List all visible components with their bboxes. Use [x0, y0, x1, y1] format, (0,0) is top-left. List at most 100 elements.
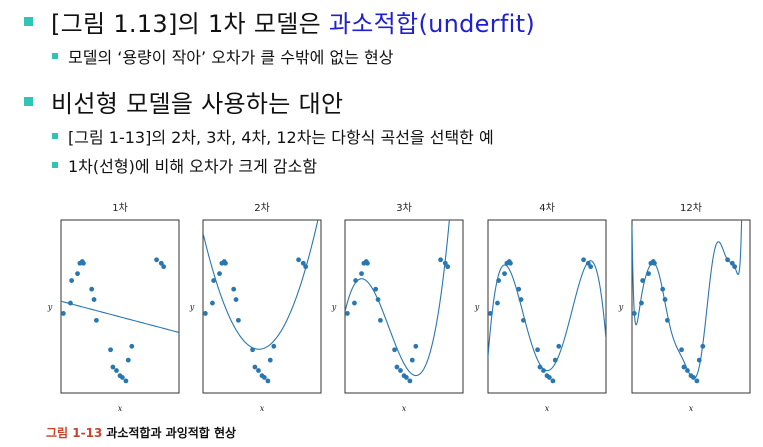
data-point: [409, 357, 415, 363]
fit-curve: [61, 300, 179, 333]
panel-title: 1차: [112, 202, 128, 214]
data-point: [442, 260, 448, 266]
data-point: [639, 300, 644, 306]
data-point: [261, 375, 267, 380]
data-point: [550, 378, 556, 384]
y-axis-label: y: [331, 303, 337, 312]
data-point: [91, 297, 97, 302]
y-axis-label: y: [618, 303, 624, 312]
fit-curve: [203, 220, 319, 350]
bullet-2-sub-2: 1차(선형)에 비해 오차가 크게 감소함: [52, 153, 317, 177]
data-point: [546, 375, 552, 380]
data-point: [359, 271, 364, 277]
bullet-square: [24, 17, 33, 26]
data-point: [375, 297, 381, 302]
data-point: [365, 260, 370, 266]
data-point: [729, 260, 735, 266]
data-point: [552, 357, 558, 363]
data-point: [108, 347, 113, 353]
bullet-2-sub-1-text: [그림 1-13]의 2차, 3차, 4차, 12차는 다항식 곡선을 선택한 …: [68, 128, 494, 147]
data-point: [696, 357, 702, 363]
data-point: [296, 257, 301, 263]
fit-curve: [345, 220, 450, 377]
data-point: [267, 357, 273, 363]
plot-frame: [631, 219, 751, 394]
data-point: [94, 317, 99, 323]
sub-bullet-square: [52, 133, 58, 139]
data-point: [373, 286, 379, 292]
data-point: [541, 368, 546, 373]
data-point: [398, 368, 403, 373]
data-point: [114, 368, 119, 373]
data-point: [231, 286, 237, 292]
x-axis-label: x: [402, 404, 407, 413]
data-point: [685, 368, 690, 373]
bullet-1-sub-text: 모델의 ‘용량이 작아’ 오차가 클 수밖에 없는 현상: [68, 48, 394, 67]
data-point: [353, 278, 359, 283]
y-axis-label: y: [189, 303, 195, 312]
bullet-2: 비선형 모델을 사용하는 대안: [24, 84, 343, 119]
data-point: [438, 257, 443, 263]
data-point: [81, 260, 86, 266]
data-point: [413, 343, 419, 349]
data-point: [69, 278, 75, 283]
data-point: [502, 271, 507, 277]
data-point: [394, 364, 400, 370]
data-point: [521, 317, 526, 323]
data-point: [110, 364, 116, 370]
data-point: [303, 264, 309, 270]
data-point: [662, 297, 668, 302]
data-point: [233, 297, 239, 302]
figure-caption: 그림 1-13 과소적합과 과잉적합 현상: [46, 424, 236, 441]
y-axis-label: y: [47, 303, 53, 312]
data-point: [631, 311, 637, 316]
data-point: [68, 300, 73, 306]
data-point: [271, 343, 277, 349]
data-point: [496, 278, 502, 283]
plot-frame: [487, 219, 607, 394]
data-point: [516, 286, 522, 292]
data-point: [300, 260, 306, 266]
data-point: [154, 257, 159, 263]
data-point: [660, 286, 666, 292]
data-point: [518, 297, 524, 302]
bullet-1: [그림 1.13]의 1차 모델은 과소적합(underfit): [24, 4, 535, 39]
data-point: [352, 300, 357, 306]
data-point: [537, 364, 543, 370]
data-point: [690, 375, 696, 380]
data-point: [89, 286, 95, 292]
data-point: [217, 271, 222, 277]
x-axis-label: x: [545, 404, 550, 413]
data-point: [535, 347, 540, 353]
data-point: [119, 375, 125, 380]
data-point: [236, 317, 241, 323]
data-point: [123, 378, 129, 384]
data-point: [640, 278, 646, 283]
bullet-1-sub: 모델의 ‘용량이 작아’ 오차가 클 수밖에 없는 현상: [52, 44, 393, 68]
data-point: [125, 357, 131, 363]
underfit-term: 과소적합(underfit): [328, 10, 535, 38]
data-point: [60, 311, 66, 316]
sub-bullet-square: [52, 162, 58, 168]
x-axis-label: x: [689, 404, 694, 413]
data-point: [210, 300, 215, 306]
panel-title: 4차: [539, 202, 555, 214]
data-point: [588, 264, 594, 270]
data-point: [378, 317, 383, 323]
x-axis-label: x: [260, 404, 265, 413]
data-point: [202, 311, 208, 316]
data-point: [681, 364, 687, 370]
data-point: [725, 257, 730, 263]
data-point: [694, 378, 700, 384]
data-point: [495, 300, 500, 306]
sub-bullet-square: [52, 53, 58, 59]
data-point: [652, 260, 657, 266]
data-point: [508, 260, 513, 266]
data-point: [403, 375, 409, 380]
data-point: [250, 347, 255, 353]
caption-text: 과소적합과 과잉적합 현상: [106, 426, 237, 440]
data-point: [581, 257, 586, 263]
bullet-1-text: [그림 1.13]의 1차 모델은 과소적합(underfit): [51, 10, 535, 38]
data-point: [732, 264, 738, 270]
bullet-2-sub-1: [그림 1-13]의 2차, 3차, 4차, 12차는 다항식 곡선을 선택한 …: [52, 124, 494, 148]
